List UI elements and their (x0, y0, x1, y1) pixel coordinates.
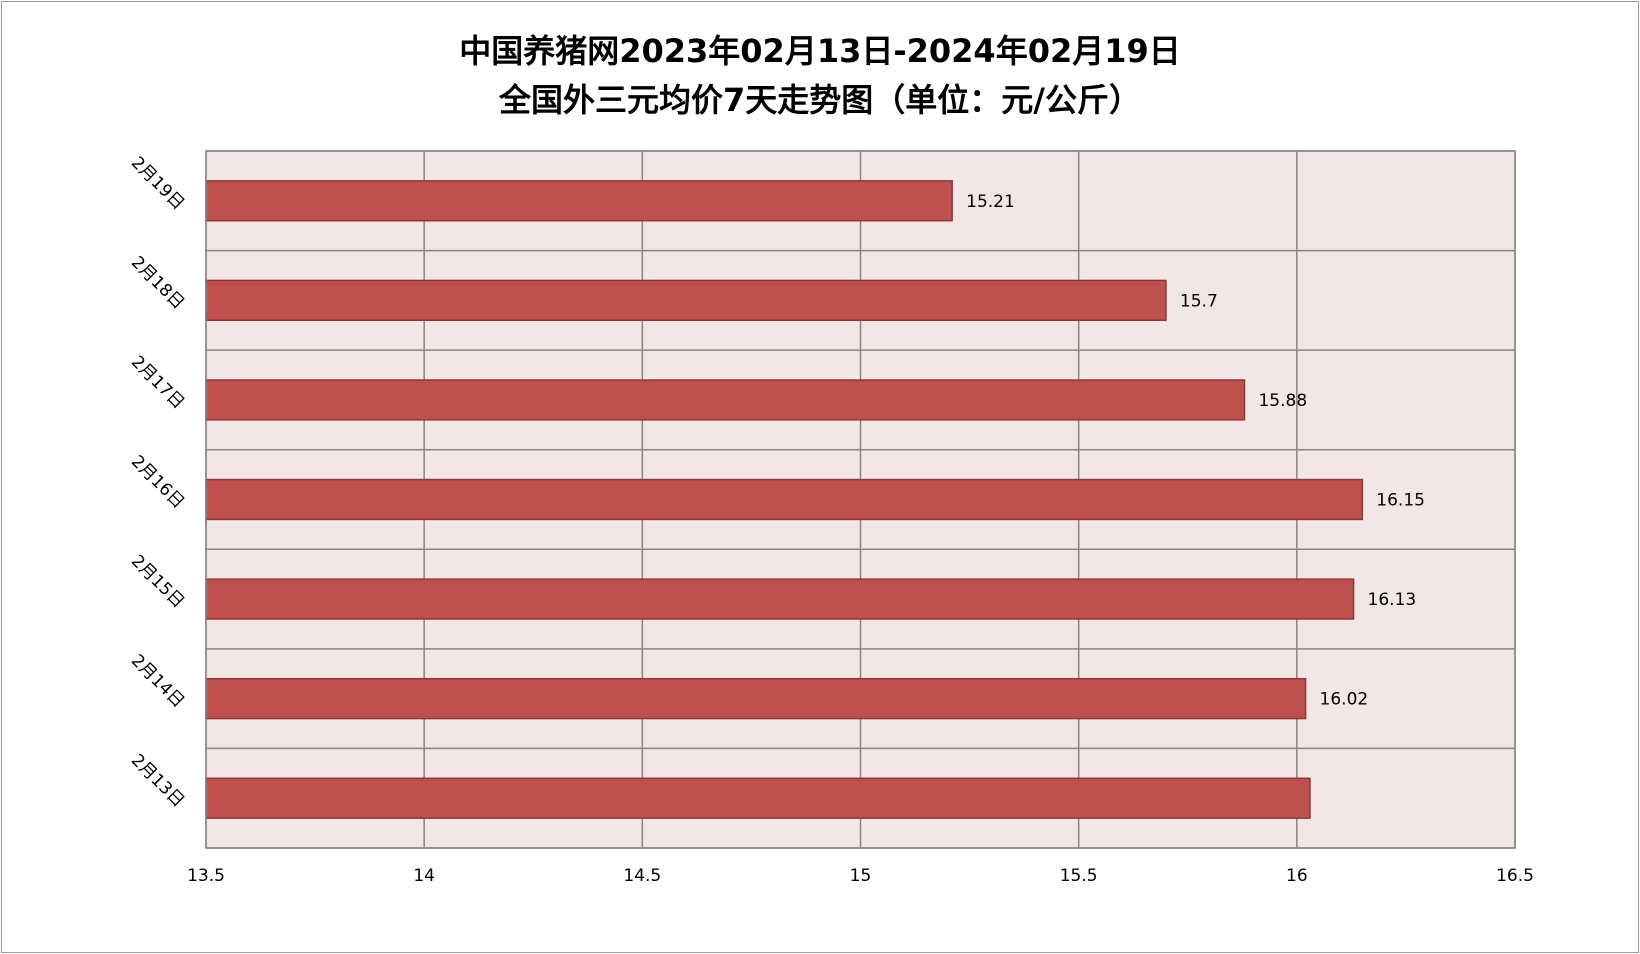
y-axis-tick-labels: 2月13日 2月14日 2月15日 2月16日 2月17日 2月18日 2月19日 (127, 153, 188, 812)
y-tick-label-3: 2月15日 (127, 551, 188, 612)
bar-6 (205, 279, 1167, 322)
bar-3 (205, 578, 1355, 620)
data-labels: 16.02 16.13 16.15 15.88 15.7 15.21 (966, 192, 1425, 710)
data-label-4: 16.15 (1376, 491, 1425, 511)
plot-border (205, 150, 1516, 849)
x-tick-label-6: 16 (1286, 866, 1308, 886)
x-tick-label-4: 15 (850, 866, 872, 886)
y-tick-label-5: 2月17日 (127, 352, 188, 413)
bar-2 (205, 677, 1307, 720)
y-tick-label-6: 2月18日 (127, 252, 188, 313)
data-label-2: 16.02 (1320, 690, 1369, 710)
data-label-6: 15.7 (1180, 291, 1218, 311)
bar-1 (205, 777, 1311, 819)
bar-5 (205, 379, 1246, 421)
x-tick-label-5: 15.5 (1060, 866, 1098, 886)
y-tick-label-1: 2月13日 (127, 750, 188, 811)
data-label-7: 15.21 (966, 192, 1015, 212)
x-tick-label-7: 16.5 (1496, 866, 1534, 886)
x-tick-label-2: 14 (413, 866, 435, 886)
y-tick-label-4: 2月16日 (127, 452, 188, 513)
bars (205, 180, 1364, 819)
x-tick-label-3: 14.5 (623, 866, 661, 886)
x-tick-label-1: 13.5 (187, 866, 225, 886)
bar-4 (205, 478, 1364, 521)
y-tick-label-7: 2月19日 (127, 153, 188, 214)
data-label-3: 16.13 (1368, 590, 1417, 610)
bar-7 (205, 180, 953, 222)
x-axis-tick-labels: 13.5 14 14.5 15 15.5 16 16.5 (187, 866, 1534, 886)
chart-title-line-2: 全国外三元均价7天走势图（单位：元/公斤） (499, 81, 1141, 119)
chart-title-line-1: 中国养猪网2023年02月13日-2024年02月19日 (459, 32, 1181, 70)
data-label-5: 15.88 (1258, 391, 1307, 411)
y-tick-label-2: 2月14日 (127, 651, 188, 712)
